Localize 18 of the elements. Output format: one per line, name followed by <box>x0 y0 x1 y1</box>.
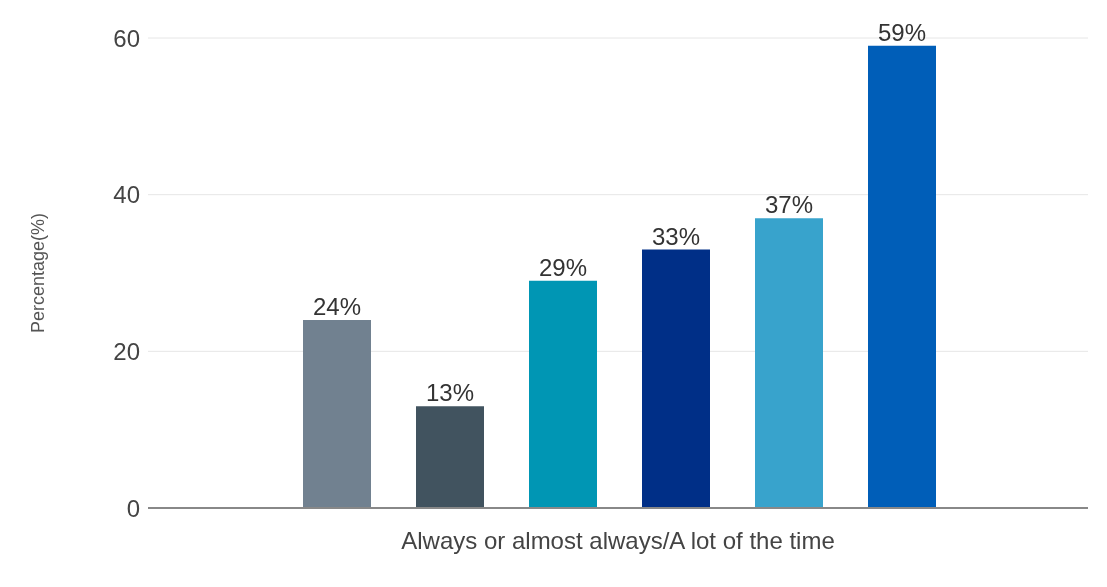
data-label: 29% <box>538 253 588 281</box>
bar <box>303 320 371 508</box>
y-tick-label: 0 <box>126 494 140 522</box>
bar <box>416 406 484 508</box>
data-label: 24% <box>312 293 362 320</box>
y-tick-label: 40 <box>113 181 140 209</box>
bar <box>755 218 823 508</box>
y-axis-title: Percentage(%) <box>28 212 49 334</box>
data-label: 59% <box>877 18 927 46</box>
y-tick-label: 20 <box>113 337 140 365</box>
data-label: 33% <box>651 222 701 250</box>
data-label: 13% <box>425 379 475 407</box>
data-label: 37% <box>764 191 814 219</box>
x-tick-label: Always or almost always/A lot of the time <box>401 527 835 555</box>
bar <box>868 45 936 508</box>
bar <box>529 280 597 508</box>
bar <box>642 249 710 508</box>
y-tick-label: 60 <box>113 24 140 52</box>
